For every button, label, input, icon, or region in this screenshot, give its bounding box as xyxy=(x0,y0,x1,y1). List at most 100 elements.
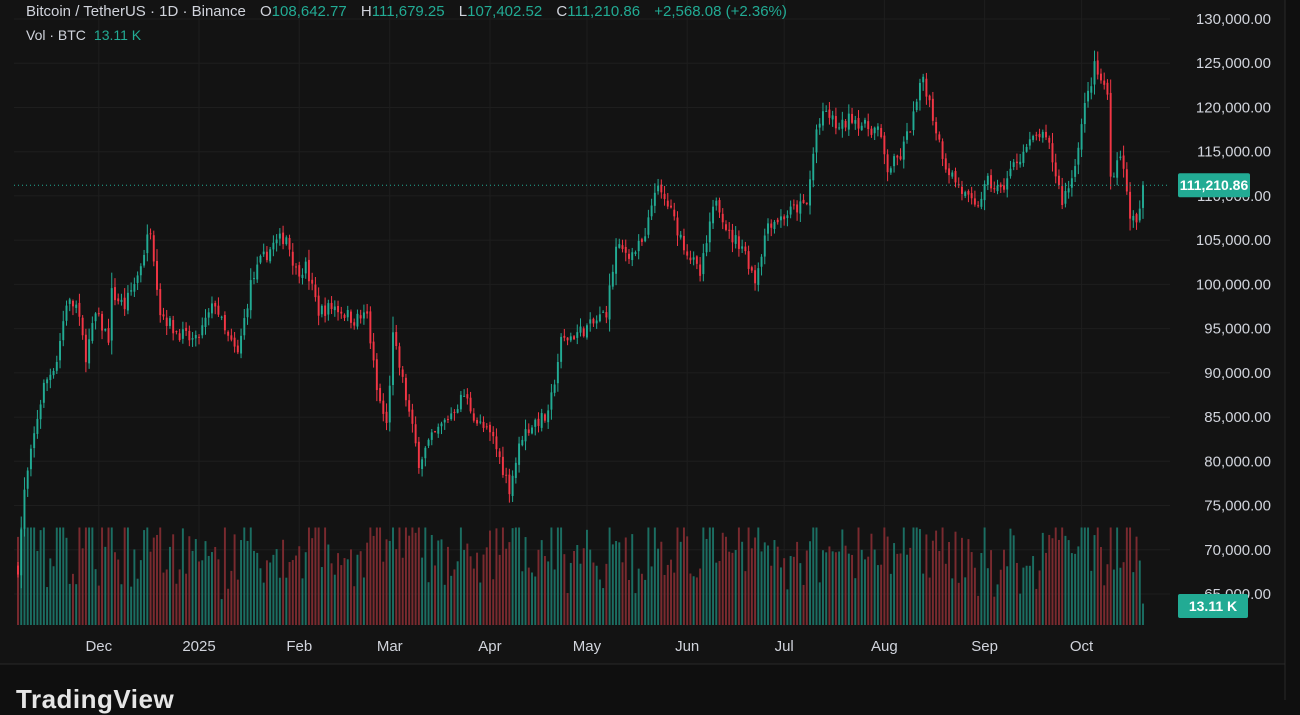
volume-bar xyxy=(320,567,323,625)
volume-bar xyxy=(779,567,782,625)
candle-body xyxy=(1045,131,1047,138)
candle-body xyxy=(566,337,569,341)
volume-bar xyxy=(282,539,285,625)
candle-body xyxy=(227,331,230,336)
symbol-label[interactable]: Bitcoin / TetherUS · 1D · Binance xyxy=(26,3,246,20)
volume-bar xyxy=(272,554,275,625)
candle-body xyxy=(1142,185,1144,208)
volume-bar xyxy=(899,553,902,625)
candle-body xyxy=(708,221,711,243)
candle-body xyxy=(88,339,91,364)
volume-bar xyxy=(1087,527,1090,625)
volume-bar xyxy=(469,556,472,625)
candle-body xyxy=(343,314,346,318)
volume-bar xyxy=(595,565,598,625)
volume-bar xyxy=(750,548,753,625)
volume-bar xyxy=(922,573,925,625)
volume-bar xyxy=(702,527,705,625)
volume-bar xyxy=(821,550,824,625)
candle-body xyxy=(715,200,718,206)
volume-bar xyxy=(214,546,217,625)
candle-body xyxy=(1093,61,1096,85)
candle-body xyxy=(737,236,740,249)
volume-bar xyxy=(414,532,417,625)
candle-body xyxy=(489,424,491,433)
volume-bar xyxy=(495,528,498,625)
volume-bar xyxy=(1041,532,1044,625)
candle-body xyxy=(350,311,352,323)
volume-label[interactable]: Vol · BTC xyxy=(26,27,86,43)
volume-bar xyxy=(676,527,679,625)
volume-bar xyxy=(343,558,346,625)
volume-bar xyxy=(715,562,718,625)
volume-bar xyxy=(864,559,866,625)
volume-bar xyxy=(1045,552,1047,625)
candle-body xyxy=(844,121,847,128)
volume-bar xyxy=(686,536,689,625)
candle-body xyxy=(615,246,618,274)
candle-body xyxy=(75,304,78,308)
candle-body xyxy=(734,235,737,244)
volume-bar xyxy=(88,527,91,625)
candle-body xyxy=(123,297,126,310)
volume-bar xyxy=(210,552,213,625)
volume-bar xyxy=(1093,535,1096,625)
candle-body xyxy=(944,158,947,170)
x-tick-label: Apr xyxy=(478,638,501,655)
candle-body xyxy=(657,185,660,192)
volume-bar xyxy=(657,548,660,625)
candle-body xyxy=(398,346,401,368)
open-label: O xyxy=(260,3,272,20)
candle-body xyxy=(1080,124,1083,150)
volume-bar xyxy=(977,595,980,625)
volume-bar xyxy=(1116,527,1119,625)
volume-bar xyxy=(505,548,508,625)
volume-bar xyxy=(621,562,624,625)
volume-bar xyxy=(747,527,750,625)
candle-body xyxy=(110,288,113,341)
chart-root[interactable]: 130,000.00 125,000.00 120,000.00 115,000.00… xyxy=(0,0,1300,700)
candle-body xyxy=(1116,160,1119,178)
candle-body xyxy=(401,369,404,377)
volume-bar xyxy=(236,579,239,625)
volume-bar xyxy=(792,556,795,625)
candle-body xyxy=(1012,162,1015,167)
volume-bar xyxy=(650,566,653,625)
volume-bar xyxy=(71,573,74,625)
candle-body xyxy=(42,382,45,403)
volume-bar xyxy=(275,549,278,625)
volume-bar xyxy=(246,540,249,625)
candle-body xyxy=(809,179,811,206)
volume-bar xyxy=(986,568,989,625)
candle-body xyxy=(207,312,210,318)
volume-bar xyxy=(585,529,588,625)
volume-bar xyxy=(269,562,272,625)
candle-body xyxy=(1051,143,1054,163)
candle-body xyxy=(628,253,630,259)
candle-body xyxy=(909,131,912,133)
candle-body xyxy=(686,251,689,256)
candle-body xyxy=(20,529,23,576)
volume-bar xyxy=(566,593,569,625)
x-tick-label: Jul xyxy=(775,638,794,655)
volume-bar xyxy=(663,574,666,625)
volume-bar xyxy=(935,530,938,625)
volume-bar xyxy=(611,544,614,625)
volume-bar xyxy=(1080,527,1083,625)
volume-bar xyxy=(278,577,281,625)
candle-body xyxy=(692,257,695,260)
candle-body xyxy=(728,229,731,231)
candle-body xyxy=(660,184,663,193)
candle-body xyxy=(922,76,925,83)
volume-bar xyxy=(540,540,543,625)
candle-body xyxy=(143,254,146,266)
candle-body xyxy=(307,259,310,282)
volume-bar xyxy=(948,542,951,625)
price-chart[interactable]: 130,000.00 125,000.00 120,000.00 115,000.00… xyxy=(0,0,1300,700)
candle-body xyxy=(185,327,188,331)
candle-body xyxy=(479,421,482,423)
volume-bar xyxy=(240,540,243,625)
volume-bar xyxy=(773,540,776,625)
candle-body xyxy=(359,315,362,319)
candle-body xyxy=(191,338,194,340)
